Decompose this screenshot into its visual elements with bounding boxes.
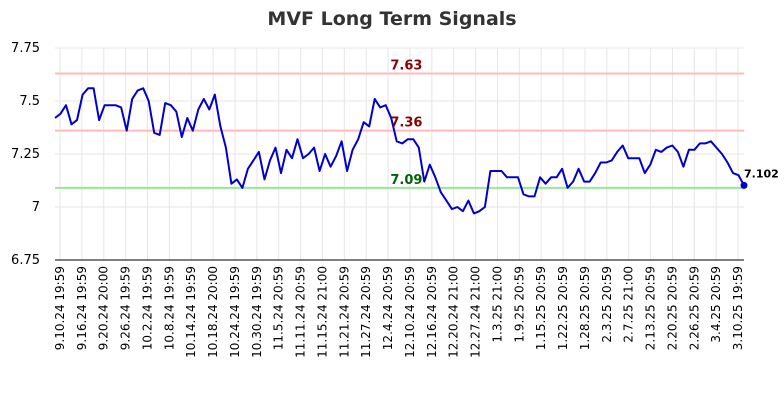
x-tick-label: 1.15.25 20:59 — [534, 266, 548, 350]
x-tick-label: 1.9.25 20:59 — [512, 266, 526, 343]
x-tick-label: 9.10.24 19:59 — [53, 266, 67, 350]
price-line — [54, 87, 745, 215]
x-tick-label: 10.24.24 19:59 — [228, 266, 242, 358]
signal-levels — [55, 72, 744, 189]
x-tick-label: 12.16.24 20:59 — [425, 266, 439, 358]
x-tick-label: 9.20.24 20:00 — [97, 266, 111, 350]
x-tick-label: 11.21.24 20:59 — [337, 266, 351, 358]
y-tick-label: 7.75 — [11, 41, 40, 56]
last-point-marker — [740, 181, 748, 189]
signal-level-label: 7.09 — [390, 173, 422, 188]
y-tick-label: 7.5 — [19, 94, 40, 109]
price-series — [54, 87, 748, 215]
x-tick-label: 3.4.25 20:59 — [709, 266, 723, 343]
signal-level-label: 7.63 — [390, 58, 422, 73]
x-tick-label: 2.20.25 20:59 — [665, 266, 679, 350]
x-tick-label: 1.3.25 21:00 — [490, 266, 504, 343]
x-tick-label: 12.20.24 21:00 — [447, 266, 461, 358]
x-tick-label: 11.5.24 20:59 — [272, 266, 286, 350]
x-tick-label: 3.10.25 19:59 — [731, 266, 745, 350]
last-value-label: 7.102 — [744, 167, 779, 180]
y-tick-label: 7.25 — [11, 147, 40, 162]
x-tick-label: 10.2.24 19:59 — [140, 266, 154, 350]
x-tick-label: 12.27.24 21:00 — [469, 266, 483, 358]
x-tick-label: 10.8.24 19:59 — [162, 266, 176, 350]
x-tick-label: 2.13.25 20:59 — [644, 266, 658, 350]
x-tick-label: 2.3.25 20:59 — [600, 266, 614, 343]
x-tick-label: 11.15.24 21:00 — [315, 266, 329, 358]
x-tick-label: 10.14.24 19:59 — [184, 266, 198, 358]
x-tick-label: 9.16.24 19:59 — [75, 266, 89, 350]
x-tick-labels: 9.10.24 19:59 9.16.24 19:59 9.20.24 20:00 9… — [53, 266, 745, 358]
chart-title: MVF Long Term Signals — [267, 8, 516, 30]
y-tick-label: 7 — [32, 200, 40, 215]
x-tick-label: 2.26.25 20:59 — [687, 266, 701, 350]
x-tick-label: 10.30.24 19:59 — [250, 266, 264, 358]
grid-lines — [55, 47, 744, 261]
x-tick-label: 12.10.24 20:59 — [403, 266, 417, 358]
x-tick-label: 9.26.24 19:59 — [119, 266, 133, 350]
value-labels: 7.63 7.36 7.09 7.102 — [390, 58, 778, 187]
x-tick-label: 1.22.25 20:59 — [556, 266, 570, 350]
x-tick-label: 2.7.25 21:00 — [622, 266, 636, 343]
y-tick-labels: 6.75 7 7.25 7.5 7.75 — [11, 41, 40, 268]
x-tick-label: 11.11.24 20:59 — [294, 266, 308, 358]
signal-level-label: 7.36 — [390, 116, 422, 131]
y-tick-label: 6.75 — [11, 253, 40, 268]
x-tick-label: 12.4.24 20:59 — [381, 266, 395, 350]
x-tick-label: 1.28.25 20:59 — [578, 266, 592, 350]
x-tick-label: 10.18.24 20:00 — [206, 266, 220, 358]
x-tick-label: 11.27.24 20:59 — [359, 266, 373, 358]
